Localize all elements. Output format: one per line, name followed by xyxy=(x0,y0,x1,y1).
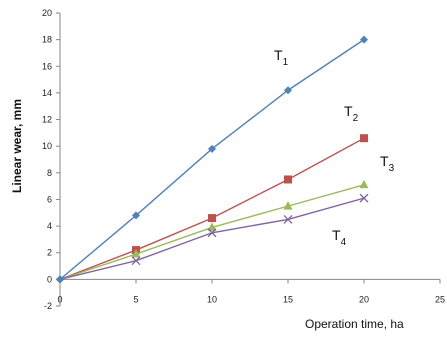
data-point-x-stroke xyxy=(283,214,293,224)
series-4 xyxy=(56,193,369,284)
axes xyxy=(56,12,441,307)
y-tick-label: 16 xyxy=(42,61,52,71)
y-tick-label: 6 xyxy=(47,194,52,204)
y-tick-label: 20 xyxy=(42,8,52,18)
series-line xyxy=(59,137,365,281)
data-point-x-stroke xyxy=(207,228,217,238)
data-point-triangle xyxy=(131,249,141,258)
series-lines xyxy=(56,35,369,284)
data-point-diamond xyxy=(284,86,292,95)
y-tick-label: 4 xyxy=(47,221,52,231)
data-point-diamond xyxy=(56,275,64,284)
data-point-square xyxy=(360,134,368,143)
data-point-diamond xyxy=(360,35,368,44)
y-tick-label: 18 xyxy=(42,35,52,45)
x-tick-label: 15 xyxy=(283,294,293,304)
series-label-1: T1 xyxy=(274,47,289,68)
y-axis-label: Linear wear, mm xyxy=(10,99,24,193)
series-label-name: T xyxy=(332,227,341,243)
data-point-triangle xyxy=(207,222,217,231)
data-point-x xyxy=(131,256,141,266)
series-label-4: T4 xyxy=(332,227,347,248)
data-point-triangle xyxy=(359,179,369,189)
data-point-diamond xyxy=(208,144,216,153)
data-point-x xyxy=(207,228,217,238)
data-point-x xyxy=(359,193,369,203)
x-tick-label: 0 xyxy=(57,294,62,304)
x-tick-label: 5 xyxy=(133,294,138,304)
series-line xyxy=(59,197,365,281)
series-label-3: T3 xyxy=(380,153,395,174)
series-line xyxy=(59,39,365,280)
y-tick-label: 0 xyxy=(47,274,52,284)
series-label-subscript: 1 xyxy=(283,57,289,68)
data-point-x-stroke xyxy=(359,193,369,203)
data-point-triangle xyxy=(283,201,293,210)
x-tick-label: 20 xyxy=(359,294,369,304)
y-tick-label: 10 xyxy=(42,141,52,151)
series-label-subscript: 2 xyxy=(353,113,359,124)
series-label-subscript: 4 xyxy=(341,237,347,248)
data-point-square xyxy=(208,214,216,223)
x-tick-label: 10 xyxy=(207,294,217,304)
series-1 xyxy=(56,35,368,284)
series-label-subscript: 3 xyxy=(389,163,395,174)
series-label-name: T xyxy=(274,47,283,63)
data-point-diamond xyxy=(132,211,140,220)
y-tick-label: 8 xyxy=(47,168,52,178)
data-point-square xyxy=(284,175,292,184)
data-point-x xyxy=(283,214,293,224)
y-tick-label: 2 xyxy=(47,248,52,258)
series-label-2: T2 xyxy=(344,103,359,124)
y-tick-label: 12 xyxy=(42,115,52,125)
x-tick-label: 25 xyxy=(435,294,445,304)
y-tick-label: -2 xyxy=(44,301,52,311)
series-2 xyxy=(56,134,368,284)
series-label-name: T xyxy=(380,153,389,169)
series-label-name: T xyxy=(344,103,353,119)
x-axis-label: Operation time, ha xyxy=(305,317,404,331)
y-tick-label: 14 xyxy=(42,88,52,98)
data-point-x-stroke xyxy=(131,256,141,266)
